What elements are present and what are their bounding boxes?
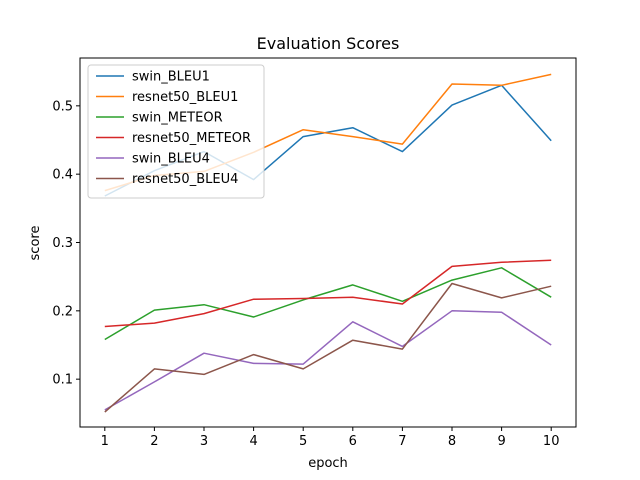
- legend: swin_BLEU1 resnet50_BLEU1 swin_METEORresne…: [87, 64, 265, 199]
- y-axis-label: score: [28, 226, 43, 261]
- legend-box: [87, 64, 265, 199]
- x-tick-label: 6: [349, 434, 357, 449]
- x-tick-label: 10: [543, 434, 560, 449]
- x-tick-label: 4: [249, 434, 257, 449]
- y-axis: 0.1 0.2 0.3 0.4 0.5: [52, 99, 80, 388]
- x-tick-label: 5: [299, 434, 307, 449]
- legend-label: swin_BLEU4: [132, 152, 210, 167]
- series-line-resnet50-meteor: [104, 259, 552, 328]
- x-axis: 1 2 3 4 5 6 7 8 9 10: [101, 427, 560, 449]
- legend-label: resnet50_METEOR: [132, 131, 251, 146]
- y-tick-label: 0.4: [52, 168, 73, 183]
- legend-label: swin_BLEU1: [132, 70, 210, 85]
- chart-title: Evaluation Scores: [257, 34, 400, 53]
- x-tick-label: 2: [150, 434, 158, 449]
- y-tick-label: 0.3: [52, 236, 73, 251]
- y-tick-label: 0.1: [52, 373, 73, 388]
- series-line-resnet50-bleu4: [104, 282, 552, 413]
- x-tick-label: 8: [448, 434, 456, 449]
- series-line-swin-meteor: [104, 267, 552, 341]
- x-axis-label: epoch: [308, 456, 348, 471]
- legend-label: swin_METEOR: [132, 111, 223, 126]
- x-tick-label: 3: [200, 434, 208, 449]
- x-tick-label: 9: [497, 434, 505, 449]
- legend-label: resnet50_BLEU1: [132, 90, 238, 105]
- x-tick-label: 7: [398, 434, 406, 449]
- y-tick-label: 0.2: [52, 304, 73, 319]
- legend-label: resnet50_BLEU4: [132, 172, 238, 187]
- x-tick-label: 1: [101, 434, 109, 449]
- series-line-swin-bleu4: [104, 310, 552, 411]
- y-tick-label: 0.5: [52, 99, 73, 114]
